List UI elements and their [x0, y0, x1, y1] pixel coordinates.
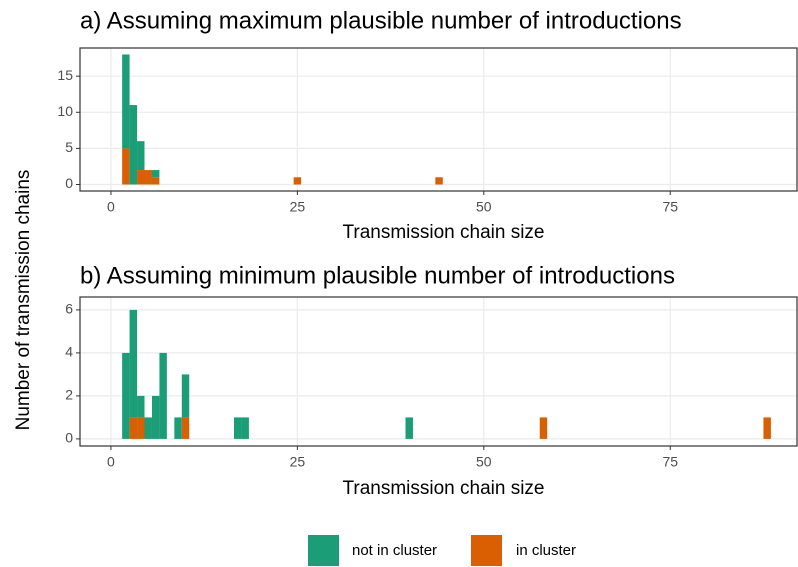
x-tick-label: 75 [662, 199, 678, 215]
legend-label: in cluster [516, 542, 576, 559]
y-tick-label: 6 [65, 301, 73, 317]
bar-segment [435, 177, 443, 185]
bar-segment [144, 170, 152, 185]
x-tick-label: 50 [476, 454, 492, 470]
plot-background [80, 297, 797, 446]
x-tick-label: 0 [107, 454, 115, 470]
bar-segment [129, 309, 138, 418]
bar-segment [181, 374, 190, 418]
x-axis-title: Transmission chain size [342, 222, 544, 243]
legend-label: not in cluster [352, 542, 437, 559]
x-tick-label: 25 [290, 454, 306, 470]
bar-segment [151, 170, 160, 178]
y-tick-label: 15 [57, 67, 73, 83]
y-tick-label: 10 [57, 103, 73, 119]
y-axis-title: Number of transmission chains [13, 170, 34, 431]
panel-title: a) Assuming maximum plausible number of … [80, 7, 682, 34]
bar-segment [159, 352, 167, 439]
plot-background [80, 48, 797, 191]
y-tick-label: 0 [65, 175, 73, 191]
bar-segment [233, 417, 242, 439]
bar-segment [405, 417, 413, 439]
x-tick-label: 0 [107, 199, 115, 215]
bar-segment [122, 352, 130, 439]
bar-segment [539, 417, 548, 439]
bar-segment [151, 395, 160, 439]
bar-segment [137, 395, 145, 418]
bar-segment [137, 417, 145, 439]
x-tick-label: 50 [476, 199, 492, 215]
x-tick-label: 75 [662, 454, 678, 470]
y-tick-label: 5 [65, 139, 73, 155]
bar-segment [137, 170, 145, 185]
bar-segment [174, 417, 182, 439]
y-tick-label: 2 [65, 387, 73, 403]
y-tick-label: 0 [65, 430, 73, 446]
bar-segment [763, 417, 771, 439]
y-tick-label: 4 [65, 344, 73, 360]
legend-swatch [308, 535, 339, 566]
bar-segment [144, 417, 152, 439]
bar-segment [129, 105, 138, 185]
legend-swatch [471, 535, 502, 566]
bar-segment [241, 417, 249, 439]
bar-segment [181, 417, 190, 439]
bar-segment [293, 177, 302, 185]
bar-segment [122, 54, 130, 149]
bar-segment [122, 148, 130, 185]
x-tick-label: 25 [290, 199, 306, 215]
plot-border [79, 47, 798, 192]
bar-segment [151, 177, 160, 185]
bar-segment [129, 417, 138, 439]
plot-border [79, 296, 798, 447]
x-axis-title: Transmission chain size [342, 478, 544, 499]
bar-segment [137, 141, 145, 171]
panel-title: b) Assuming minimum plausible number of … [80, 262, 675, 289]
